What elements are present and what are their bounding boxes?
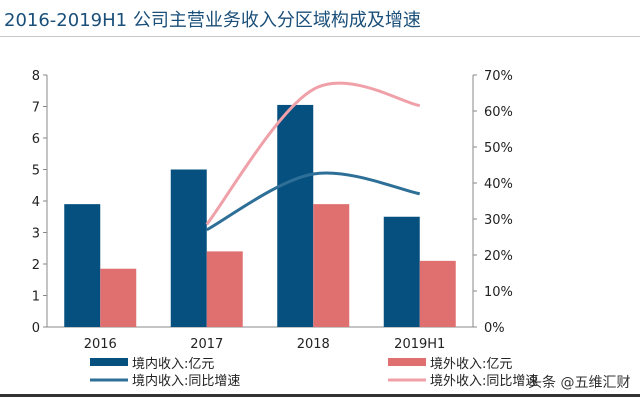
y2-tick-label: 40% — [484, 177, 513, 192]
y-tick-label: 4 — [32, 195, 40, 210]
y2-tick-label: 30% — [484, 213, 513, 228]
bar-2019H1-1 — [419, 260, 456, 327]
y-tick-label: 2 — [32, 258, 40, 273]
y2-tick-label: 0% — [484, 321, 505, 336]
bar-2018-0 — [277, 104, 314, 327]
y2-tick-label: 60% — [484, 105, 513, 120]
watermark: 头条 @五维汇财 — [528, 375, 631, 391]
y2-tick-label: 10% — [484, 285, 513, 300]
x-tick-label: 2019H1 — [394, 337, 445, 352]
x-tick-label: 2016 — [84, 337, 117, 352]
y-tick-label: 0 — [32, 321, 40, 336]
y2-tick-label: 70% — [484, 69, 513, 84]
y-tick-label: 5 — [32, 164, 40, 179]
chart-title: 2016-2019H1 公司主营业务收入分区域构成及增速 — [4, 10, 421, 31]
line-series-1 — [205, 81, 421, 226]
bar-2018-1 — [313, 204, 350, 327]
bar-2017-0 — [170, 169, 207, 327]
y-tick-label: 1 — [32, 290, 40, 305]
y-tick-label: 8 — [32, 69, 40, 84]
legend-label-0: 境内收入:亿元 — [132, 356, 214, 372]
line-series-0 — [206, 171, 421, 232]
bar-2019H1-0 — [383, 216, 420, 327]
legend-label-1: 境外收入:亿元 — [430, 357, 512, 372]
bar-2016-1 — [100, 268, 137, 327]
legend-label-2: 境内收入:同比增速 — [132, 373, 240, 389]
legend-label-3: 境外收入:同比增速 — [430, 374, 538, 389]
title-divider — [0, 36, 640, 37]
bottom-divider — [0, 394, 640, 397]
legend-swatch-0 — [90, 358, 128, 366]
y-tick-label: 3 — [32, 227, 40, 242]
y-tick-label: 6 — [32, 132, 40, 147]
x-tick-label: 2018 — [297, 337, 330, 352]
bar-2017-1 — [206, 251, 243, 327]
y2-tick-label: 20% — [484, 249, 513, 264]
y2-tick-label: 50% — [484, 141, 513, 156]
y-tick-label: 7 — [32, 101, 40, 116]
bar-2016-0 — [64, 204, 101, 327]
legend-swatch-1 — [388, 358, 426, 366]
x-tick-label: 2017 — [190, 337, 223, 352]
